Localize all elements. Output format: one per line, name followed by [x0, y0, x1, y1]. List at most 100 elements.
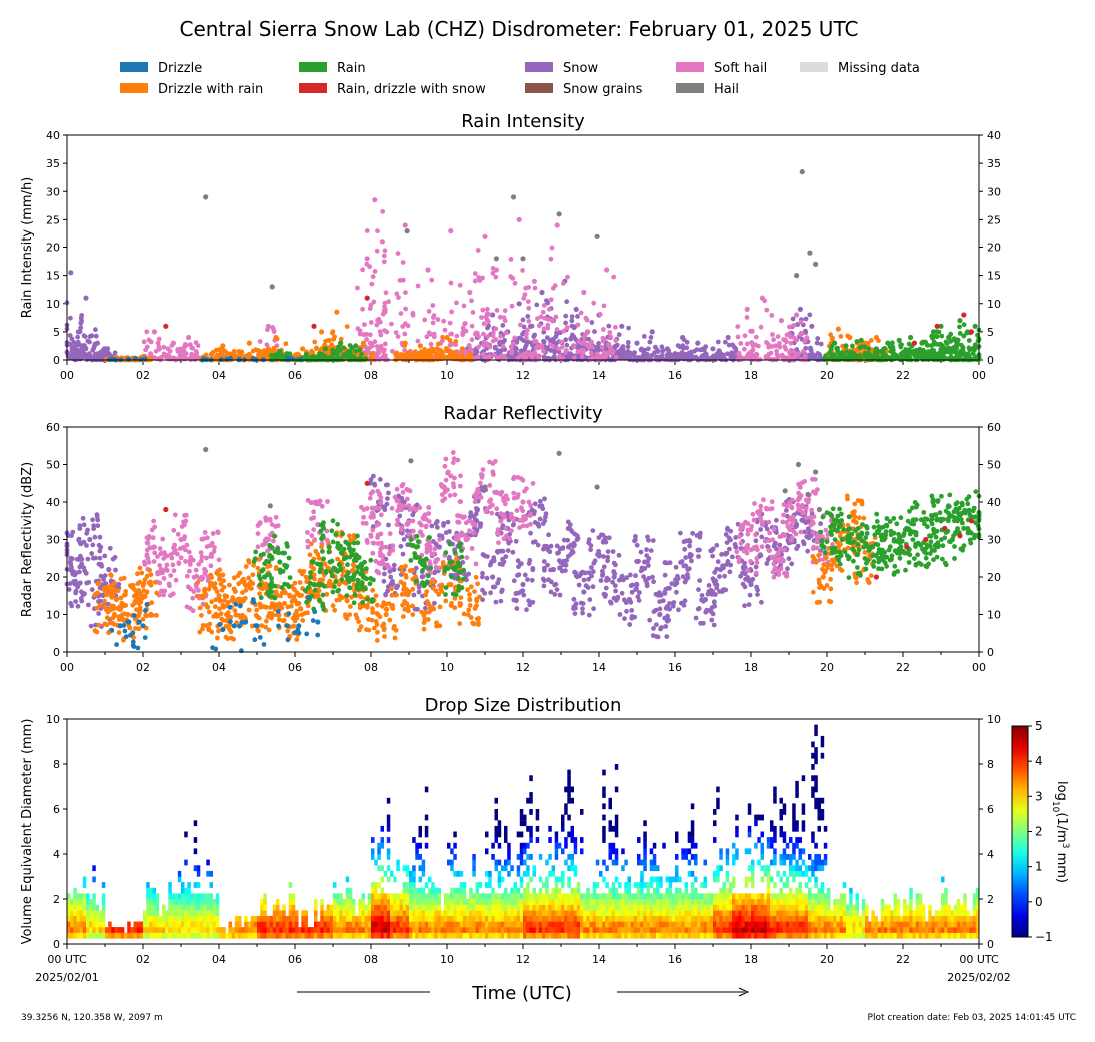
- data-point-jitter: [750, 576, 756, 582]
- data-point: [510, 194, 517, 200]
- data-point-jitter: [89, 333, 95, 339]
- data-point: [794, 312, 800, 318]
- data-point-jitter: [554, 327, 560, 332]
- data-point-jitter: [587, 597, 593, 602]
- data-point: [322, 346, 328, 352]
- data-point-jitter: [794, 337, 800, 343]
- data-point-jitter: [687, 543, 692, 549]
- data-point: [520, 581, 526, 588]
- data-point-jitter: [243, 587, 249, 593]
- x-tick-label: 00: [60, 369, 74, 382]
- data-point-jitter: [336, 344, 342, 350]
- data-point-jitter: [955, 341, 961, 347]
- data-point-jitter: [714, 542, 720, 548]
- data-point-jitter: [596, 535, 602, 540]
- data-point-jitter: [381, 253, 387, 259]
- data-point-jitter: [515, 355, 521, 361]
- data-point-jitter: [167, 583, 172, 589]
- data-point: [908, 334, 914, 341]
- data-point-jitter: [514, 606, 520, 611]
- data-point-jitter: [796, 351, 801, 357]
- data-point-jitter: [487, 498, 493, 504]
- y-tick-label: 0: [53, 354, 60, 367]
- data-point-jitter: [164, 562, 170, 568]
- data-point-jitter: [605, 558, 610, 564]
- data-point-jitter: [161, 556, 167, 561]
- data-point-jitter: [385, 564, 391, 570]
- data-point-jitter: [144, 552, 150, 557]
- data-point-jitter: [426, 309, 432, 314]
- y-axis-label: Rain Intensity (mm/h): [20, 177, 35, 319]
- data-point-jitter: [678, 560, 683, 565]
- legend-swatch: [525, 83, 553, 93]
- data-point-jitter: [183, 512, 189, 518]
- data-point-jitter: [520, 331, 525, 337]
- data-point-jitter: [637, 590, 642, 595]
- data-point-jitter: [79, 561, 85, 567]
- data-point: [934, 323, 940, 329]
- data-point: [596, 551, 602, 558]
- data-point-jitter: [538, 343, 544, 348]
- data-point: [87, 536, 93, 543]
- data-point-jitter: [408, 506, 413, 512]
- data-point-jitter: [400, 482, 406, 487]
- data-point-jitter: [507, 357, 513, 362]
- data-point-jitter: [469, 298, 474, 304]
- data-point-jitter: [758, 516, 763, 521]
- data-point-jitter: [625, 340, 631, 345]
- data-point-jitter: [191, 574, 197, 580]
- data-point-jitter: [217, 606, 222, 612]
- data-point-jitter: [712, 581, 718, 587]
- data-point-jitter: [98, 544, 104, 550]
- data-point-jitter: [610, 549, 616, 554]
- data-point: [425, 267, 431, 273]
- data-point-jitter: [560, 546, 566, 551]
- data-point-jitter: [442, 327, 448, 333]
- data-point: [664, 346, 671, 352]
- y-tick-label: 15: [46, 270, 60, 283]
- data-point-jitter: [78, 596, 84, 601]
- data-point-jitter: [193, 349, 199, 354]
- y-tick-label-right: 10: [987, 298, 1001, 311]
- data-point-jitter: [451, 350, 457, 356]
- data-point-jitter: [580, 610, 585, 616]
- y-tick-label: 30: [46, 185, 60, 198]
- data-point-jitter: [472, 271, 478, 276]
- data-point-jitter: [571, 355, 577, 361]
- data-point: [448, 473, 454, 479]
- data-point-jitter: [764, 355, 769, 361]
- data-point: [759, 521, 766, 528]
- data-point-jitter: [130, 602, 136, 608]
- data-point-jitter: [528, 511, 533, 517]
- data-point-jitter: [212, 604, 218, 610]
- data-point: [805, 499, 811, 505]
- data-point-jitter: [495, 530, 500, 536]
- data-point-jitter: [214, 614, 220, 619]
- data-point: [733, 544, 739, 550]
- data-point-jitter: [738, 540, 744, 546]
- data-point-jitter: [429, 523, 435, 529]
- data-point-jitter: [75, 339, 81, 345]
- data-point-jitter: [374, 248, 380, 254]
- data-point-jitter: [966, 338, 972, 343]
- data-point-jitter: [950, 356, 955, 362]
- data-point: [303, 351, 309, 357]
- data-point: [319, 329, 325, 335]
- data-point-jitter: [277, 601, 282, 607]
- data-point-jitter: [633, 537, 638, 543]
- data-point-jitter: [359, 504, 364, 510]
- data-point-jitter: [590, 584, 596, 590]
- data-point-jitter: [751, 517, 757, 523]
- data-point: [858, 337, 864, 343]
- data-point-jitter: [606, 349, 612, 355]
- data-point-jitter: [227, 582, 232, 588]
- data-point-jitter: [79, 589, 84, 595]
- data-point-jitter: [529, 323, 535, 329]
- data-point-jitter: [523, 356, 528, 362]
- data-point: [360, 340, 366, 346]
- data-point: [326, 337, 332, 343]
- data-point-jitter: [483, 314, 489, 320]
- data-point-jitter: [745, 568, 751, 573]
- data-point-jitter: [589, 339, 594, 345]
